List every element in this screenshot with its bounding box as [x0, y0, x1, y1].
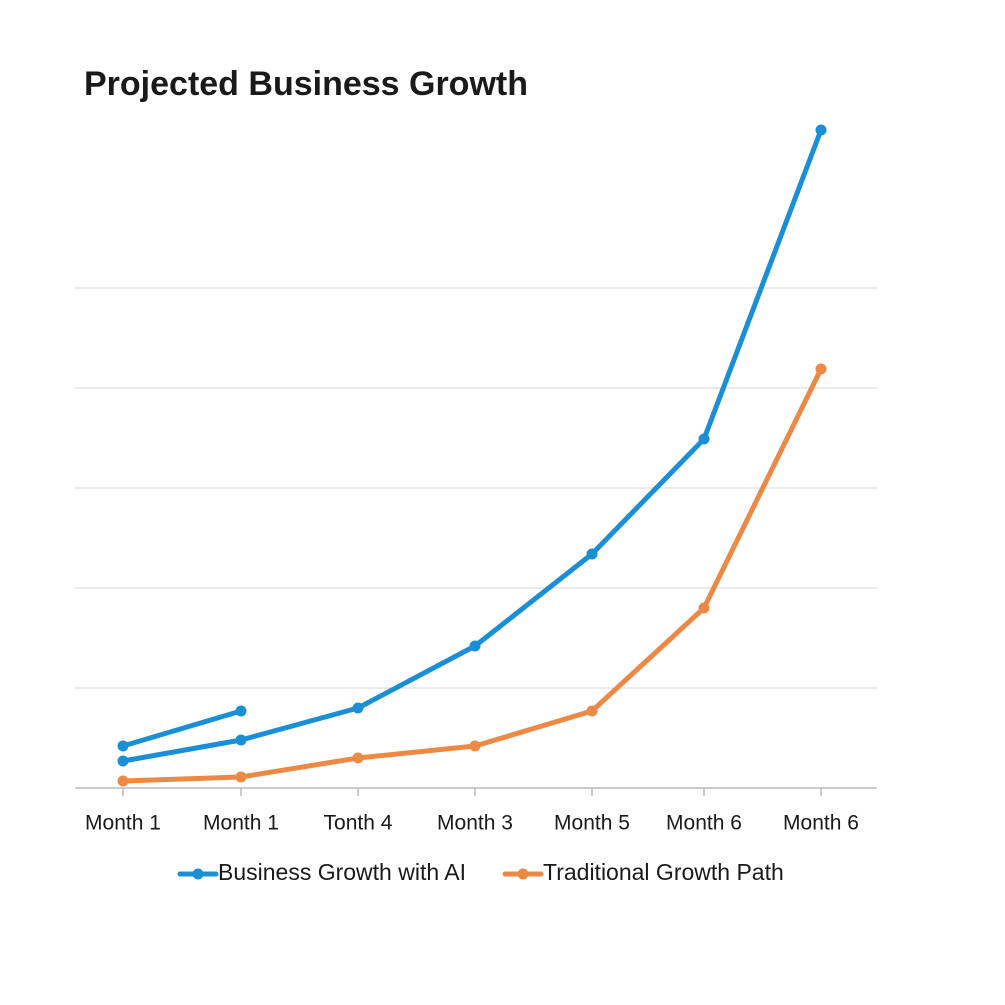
series-line: [120, 127, 824, 764]
series-line: [120, 708, 244, 749]
data-point: [352, 752, 364, 764]
x-tick-label: Month 5: [554, 812, 630, 835]
data-point: [469, 740, 481, 752]
data-point: [698, 433, 710, 445]
data-point: [235, 771, 247, 783]
data-point: [815, 124, 827, 136]
x-tick-label: Month 6: [666, 812, 742, 835]
legend-marker: [517, 868, 529, 880]
data-point: [352, 702, 364, 714]
x-tick-label: Month 3: [437, 812, 513, 835]
data-point: [698, 602, 710, 614]
data-point: [235, 705, 247, 717]
data-point: [469, 640, 481, 652]
data-point: [117, 755, 129, 767]
legend-label: Traditional Growth Path: [543, 859, 784, 885]
x-tick-label: Month 1: [203, 812, 279, 835]
data-point: [235, 734, 247, 746]
series-line: [120, 366, 824, 784]
data-point: [117, 740, 129, 752]
x-tick-label: Month 1: [85, 812, 161, 835]
x-tick-label: Tonth 4: [324, 812, 393, 835]
data-point: [586, 548, 598, 560]
legend-label: Business Growth with AI: [218, 859, 466, 885]
chart-title: Projected Business Growth: [84, 65, 528, 103]
data-point: [117, 775, 129, 787]
data-point: [586, 705, 598, 717]
legend-marker: [192, 868, 204, 880]
data-point: [815, 363, 827, 375]
x-tick-label: Month 6: [783, 812, 859, 835]
